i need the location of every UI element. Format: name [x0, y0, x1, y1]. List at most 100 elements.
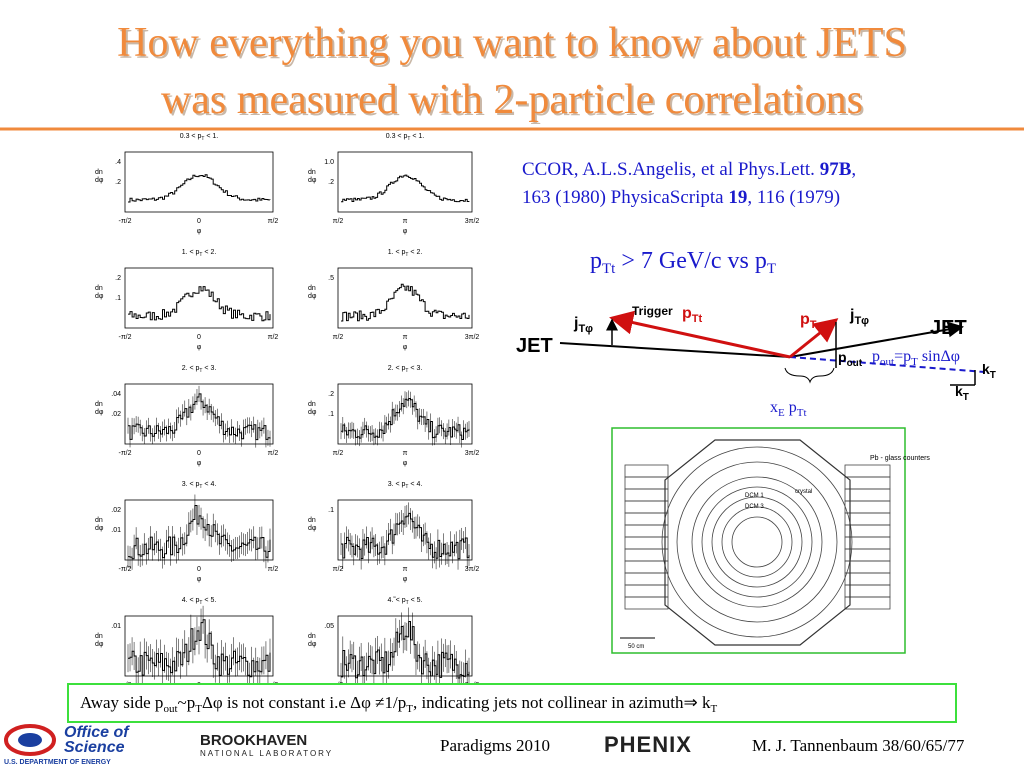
- y-tick-label: .1: [115, 295, 121, 302]
- distribution: [128, 174, 271, 203]
- text: p: [838, 349, 847, 365]
- text: ,: [851, 159, 856, 180]
- distribution: [128, 619, 271, 678]
- text: out: [880, 356, 894, 368]
- x-tick-label: 0: [197, 218, 201, 225]
- text: 97B: [820, 159, 852, 180]
- panel-title: 0.3 < pT < 1.: [386, 133, 425, 142]
- text: 0.3 < p: [386, 133, 408, 140]
- label: pout: [838, 349, 863, 369]
- axis-label: dφ: [95, 641, 104, 648]
- magnet: [664, 439, 851, 646]
- x-tick-label: 0: [197, 450, 201, 457]
- chamber: [711, 496, 803, 588]
- y-tick-label: .1: [328, 507, 334, 514]
- label: JET: [516, 335, 553, 357]
- label: kT: [982, 361, 996, 381]
- panel-frame: [124, 267, 274, 329]
- text: x: [770, 399, 778, 416]
- axis-label: dφ: [308, 525, 317, 532]
- x-tick-label: π/2: [333, 218, 344, 225]
- text: T: [199, 368, 202, 374]
- text: T: [199, 484, 202, 490]
- x-tick-label: π/2: [268, 334, 279, 341]
- distribution: [341, 283, 470, 322]
- x-tick-label: π/2: [333, 450, 344, 457]
- text: 3. < p: [388, 481, 406, 488]
- text: T: [199, 600, 202, 606]
- panel-title: 3. < pT < 4.: [182, 481, 217, 490]
- y-tick-label: .01: [111, 623, 121, 630]
- x-tick-label: -π/2: [119, 566, 132, 573]
- x-tick-label: π/2: [268, 450, 279, 457]
- x-tick-label: 3π/2: [465, 334, 480, 341]
- axis-label: dn: [308, 517, 316, 524]
- title-line: was measured with 2-particle correlation…: [161, 77, 863, 123]
- text: Tφ: [854, 315, 869, 327]
- title-line: How everything you want to know about JE…: [117, 20, 907, 66]
- distribution: [341, 621, 470, 679]
- text: out: [847, 358, 863, 369]
- y-tick-label: .02: [111, 411, 121, 418]
- chamber: [676, 461, 838, 623]
- axis-label: φ: [403, 228, 408, 235]
- x-tick-label: -π/2: [119, 450, 132, 457]
- text: T: [199, 252, 202, 258]
- panel-frame: [337, 499, 473, 561]
- x-tick-label: π/2: [333, 566, 344, 573]
- title-shadow: was measured with 2-particle correlation…: [163, 79, 865, 125]
- chamber: [731, 516, 783, 568]
- footer-text: PHENIX: [604, 732, 692, 757]
- axis-label: dφ: [95, 525, 104, 532]
- chamber: [691, 476, 823, 608]
- footer-text: Science: [64, 739, 125, 756]
- label: pT: [800, 311, 817, 331]
- text: 2. < p: [388, 365, 406, 372]
- footer-text: U.S. DEPARTMENT OF ENERGY: [4, 759, 111, 766]
- x-tick-label: 0: [197, 566, 201, 573]
- axis-label: φ: [197, 576, 202, 583]
- text: < 4.: [408, 481, 422, 488]
- text: 2. < p: [182, 365, 200, 372]
- label: crystal: [795, 489, 812, 495]
- panel-frame: [337, 267, 473, 329]
- x-tick-label: π/2: [333, 334, 344, 341]
- label: 50 cm: [628, 644, 644, 650]
- text: E: [778, 407, 785, 419]
- text: out: [163, 703, 177, 715]
- y-tick-label: .04: [111, 391, 121, 398]
- text: k: [982, 361, 990, 377]
- text: p: [872, 348, 880, 365]
- text: Tt: [797, 407, 807, 419]
- counter: [844, 596, 891, 610]
- panel-frame: [337, 383, 473, 445]
- text: T: [405, 484, 408, 490]
- panel-title: 3. < pT < 4.: [388, 481, 423, 490]
- axis-label: dφ: [308, 641, 317, 648]
- y-tick-label: .4: [115, 159, 121, 166]
- y-tick-label: .01: [111, 527, 121, 534]
- axis-label: φ: [197, 228, 202, 235]
- conclusion-box: [67, 683, 957, 723]
- label: pTt: [682, 305, 703, 325]
- label: jTφ: [573, 315, 593, 335]
- axis-label: dφ: [308, 293, 317, 300]
- text: , 116 (1979): [747, 187, 840, 208]
- doe-logo: [4, 724, 56, 756]
- x-tick-label: π: [403, 334, 408, 341]
- y-tick-label: 1.0: [324, 159, 334, 166]
- text: j: [849, 307, 854, 324]
- panel-title: 4.˜< pT < 5.: [388, 597, 423, 606]
- y-tick-label: .05: [324, 623, 334, 630]
- text: < 3.: [408, 365, 422, 372]
- text: T: [767, 261, 776, 277]
- footer-text: Office of: [64, 724, 130, 741]
- label: Trigger: [632, 304, 673, 318]
- pt-vector: [789, 318, 839, 359]
- axis-label: φ: [403, 460, 408, 467]
- panel-title: 4. < pT < 5.: [182, 597, 217, 606]
- text: T: [405, 368, 408, 374]
- label: Pb - glass counters: [870, 455, 930, 462]
- text: T: [405, 252, 408, 258]
- text: 163 (1980) PhysicaScripta: [522, 187, 728, 208]
